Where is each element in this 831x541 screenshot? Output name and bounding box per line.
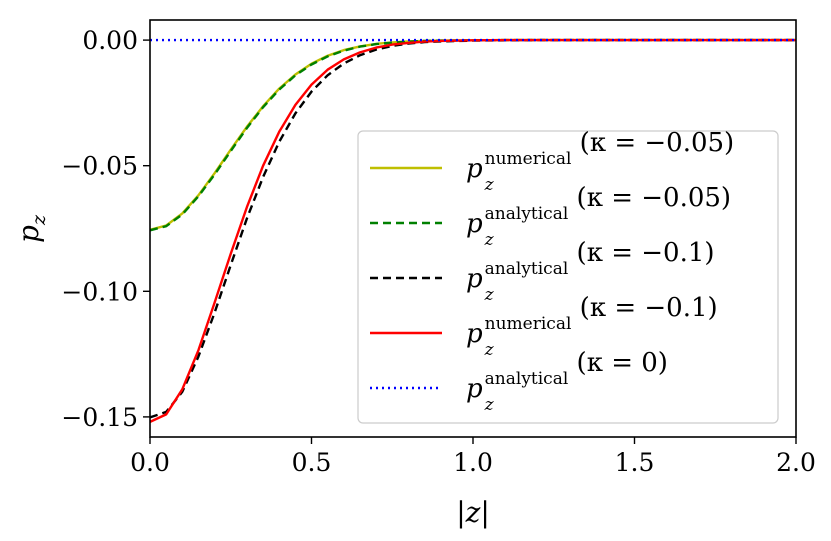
x-axis-label: |z|: [456, 496, 490, 529]
y-axis-label-base: p: [12, 225, 45, 243]
legend-frame: [357, 130, 779, 424]
x-tick-label: 1.5: [615, 448, 655, 477]
x-tick-label: 0.0: [130, 448, 170, 477]
x-tick-label: 2.0: [776, 448, 816, 477]
x-tick-label: 0.5: [292, 448, 332, 477]
y-axis-label-subscript: z: [28, 214, 50, 226]
series-layer: [149, 38, 796, 423]
y-tick-label: −0.10: [61, 277, 138, 306]
legend-subscript-2: z: [484, 230, 495, 250]
legend-subscript-3: z: [484, 285, 495, 305]
legend-label-5: p analytical (κ = 0): [466, 348, 668, 404]
legend-subscript-5: z: [484, 395, 495, 415]
ticks-layer: 0.0 0.5 1.0 1.5 2.0 0.00 −0.05 −0.10 −0.15: [61, 26, 816, 477]
legend-label-1: p numerical (κ = −0.05): [466, 128, 734, 184]
legend-label-4: p numerical (κ = −0.1): [466, 293, 718, 349]
y-tick-label: 0.00: [82, 26, 138, 55]
legend-label-2: p analytical (κ = −0.05): [466, 183, 731, 239]
legend: p numerical (κ = −0.05)zp analytical (κ = …: [357, 128, 779, 424]
x-tick-label: 1.0: [453, 448, 493, 477]
y-axis-label: pz: [12, 214, 50, 243]
legend-subscript-1: z: [484, 175, 495, 195]
legend-subscript-4: z: [484, 340, 495, 360]
series-line-4: [149, 38, 796, 423]
legend-label-3: p analytical (κ = −0.1): [466, 238, 715, 294]
y-tick-label: −0.05: [61, 152, 138, 181]
y-axis-label-group: pz: [12, 214, 50, 243]
y-tick-label: −0.15: [61, 403, 138, 432]
